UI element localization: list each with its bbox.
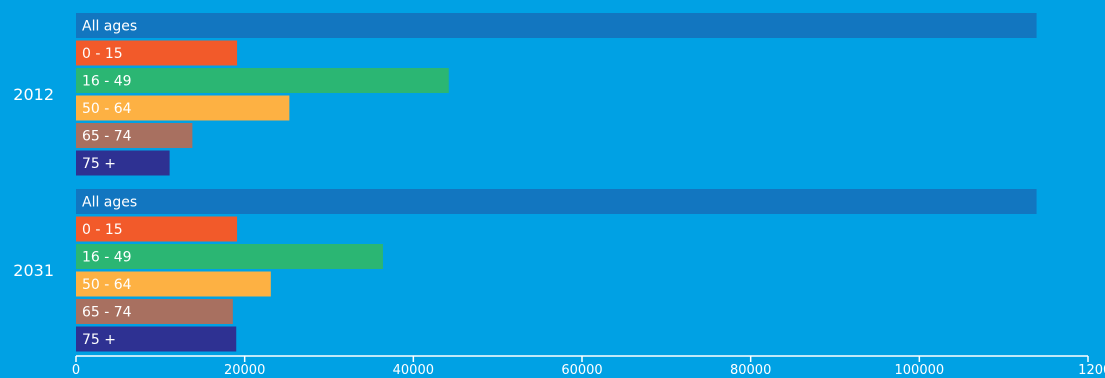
bar-2031-0-15 [76, 216, 238, 242]
bar-2031-75 [76, 326, 237, 352]
bar-label: All ages [82, 19, 137, 35]
bar-2012-all-ages [76, 13, 1037, 38]
chart-groups: All ages 0 - 15 16 - 49 50 - 64 65 - 74 75 + 2… [13, 13, 1037, 352]
group-2012: All ages 0 - 15 16 - 49 50 - 64 65 - 74 75 + 2… [13, 13, 1037, 176]
bar-2012-0-15 [76, 40, 238, 66]
x-tick-label: 0 [72, 363, 80, 378]
group-label: 2031 [13, 261, 54, 280]
x-tick-label: 40000 [393, 363, 434, 378]
bar-2012-50-64 [76, 95, 290, 121]
bar-2031-65-74 [76, 299, 233, 324]
x-tick-label: 120000 [1078, 363, 1105, 378]
x-axis: 0 20000 40000 60000 80000 100000 120000 [72, 355, 1105, 378]
bar-2012-65-74 [76, 123, 193, 148]
bar-2012-75 [76, 150, 170, 176]
bar-label: 50 - 64 [82, 101, 132, 117]
bar-label: 16 - 49 [82, 74, 132, 90]
x-tick-label: 20000 [224, 363, 265, 378]
bar-label: 0 - 15 [82, 222, 123, 238]
bar-label: 16 - 49 [82, 250, 132, 266]
group-2031: All ages 0 - 15 16 - 49 50 - 64 65 - 74 75 + 2… [13, 189, 1037, 352]
bar-label: All ages [82, 195, 137, 211]
x-tick-label: 80000 [730, 363, 771, 378]
x-tick-label: 60000 [561, 363, 602, 378]
bar-label: 65 - 74 [82, 305, 132, 321]
bar-label: 65 - 74 [82, 129, 132, 145]
x-tick-label: 100000 [895, 363, 945, 378]
bar-2031-16-49 [76, 244, 383, 269]
bar-2031-all-ages [76, 189, 1037, 214]
bar-label: 0 - 15 [82, 46, 123, 62]
bar-label: 75 + [82, 156, 116, 172]
group-label: 2012 [13, 85, 54, 104]
bar-2031-50-64 [76, 271, 271, 297]
bar-label: 75 + [82, 332, 116, 348]
x-axis-ticks: 0 20000 40000 60000 80000 100000 120000 [72, 356, 1105, 378]
bar-label: 50 - 64 [82, 277, 132, 293]
bar-2012-16-49 [76, 68, 449, 93]
